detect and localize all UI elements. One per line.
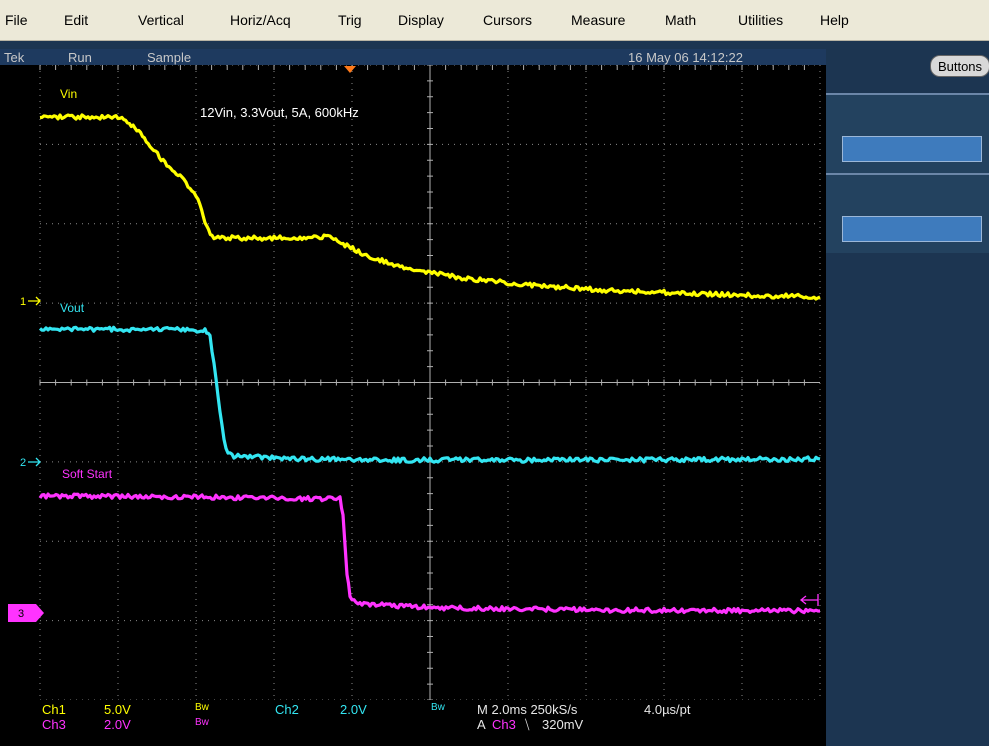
menu-horiz-acq[interactable]: Horiz/Acq (230, 12, 291, 28)
ch1-trace-label: Vin (60, 87, 77, 101)
ch3-trace-label: Soft Start (62, 467, 113, 481)
acquisition-mode[interactable]: Sample (147, 50, 191, 65)
ch1-scale[interactable]: 5.0V (104, 702, 131, 717)
menu-trig[interactable]: Trig (338, 12, 362, 28)
side-menu-slot-1 (826, 93, 989, 173)
menu-help[interactable]: Help (820, 12, 849, 28)
grid (40, 65, 820, 700)
menu-edit[interactable]: Edit (64, 12, 88, 28)
ch2-ground-marker[interactable]: 2 (20, 457, 40, 469)
waveform-graticule: 12Vin, 3.3Vout, 5A, 600kHz Vin Vout Soft… (0, 65, 826, 700)
ch2-bw: Bw (431, 702, 445, 713)
menu-measure[interactable]: Measure (571, 12, 625, 28)
svg-text:2: 2 (20, 457, 26, 469)
timebase-readout[interactable]: M 2.0ms 250kS/s (477, 702, 577, 717)
trigger-slope-icon: ⧹ (525, 717, 529, 733)
svg-text:3: 3 (18, 608, 24, 620)
menu-cursors[interactable]: Cursors (483, 12, 532, 28)
channel-readout: Ch1 5.0V Bw Ch2 2.0V Bw Ch3 2.0V Bw M 2.… (0, 700, 826, 746)
ch1-ground-marker[interactable]: 1 (20, 296, 40, 308)
side-menu-slot-2 (826, 173, 989, 253)
menu-utilities[interactable]: Utilities (738, 12, 783, 28)
menu-display[interactable]: Display (398, 12, 444, 28)
ch2-trace-label: Vout (60, 301, 85, 315)
ch2-name[interactable]: Ch2 (275, 702, 299, 717)
ch1-name[interactable]: Ch1 (42, 702, 66, 717)
side-menu-field-1[interactable] (842, 136, 982, 162)
side-menu-field-2[interactable] (842, 216, 982, 242)
trigger-position-marker[interactable] (344, 66, 356, 73)
menu-file[interactable]: File (5, 12, 28, 28)
resolution-readout: 4.0µs/pt (644, 702, 691, 717)
menu-bar: File Edit Vertical Horiz/Acq Trig Displa… (0, 0, 989, 41)
ch3-name[interactable]: Ch3 (42, 717, 66, 732)
status-bar: Tek Run Sample 16 May 06 14:12:22 (0, 49, 826, 65)
menu-vertical[interactable]: Vertical (138, 12, 184, 28)
menu-math[interactable]: Math (665, 12, 696, 28)
date-time: 16 May 06 14:12:22 (628, 50, 743, 65)
trigger-level[interactable]: 320mV (542, 717, 583, 732)
ch3-ground-marker[interactable]: 3 (8, 604, 44, 622)
ch3-bw: Bw (195, 717, 209, 728)
trigger-level-marker[interactable] (801, 594, 818, 606)
ch2-scale[interactable]: 2.0V (340, 702, 367, 717)
ch1-bw: Bw (195, 702, 209, 713)
trigger-source[interactable]: Ch3 (492, 717, 516, 732)
buttons-button[interactable]: Buttons (930, 55, 989, 77)
side-panel: Buttons (826, 49, 989, 746)
brand-label: Tek (4, 50, 24, 65)
run-status[interactable]: Run (68, 50, 92, 65)
annotation-text: 12Vin, 3.3Vout, 5A, 600kHz (200, 105, 359, 120)
svg-text:1: 1 (20, 296, 26, 308)
trigger-prefix: A (477, 717, 486, 732)
ch3-scale[interactable]: 2.0V (104, 717, 131, 732)
